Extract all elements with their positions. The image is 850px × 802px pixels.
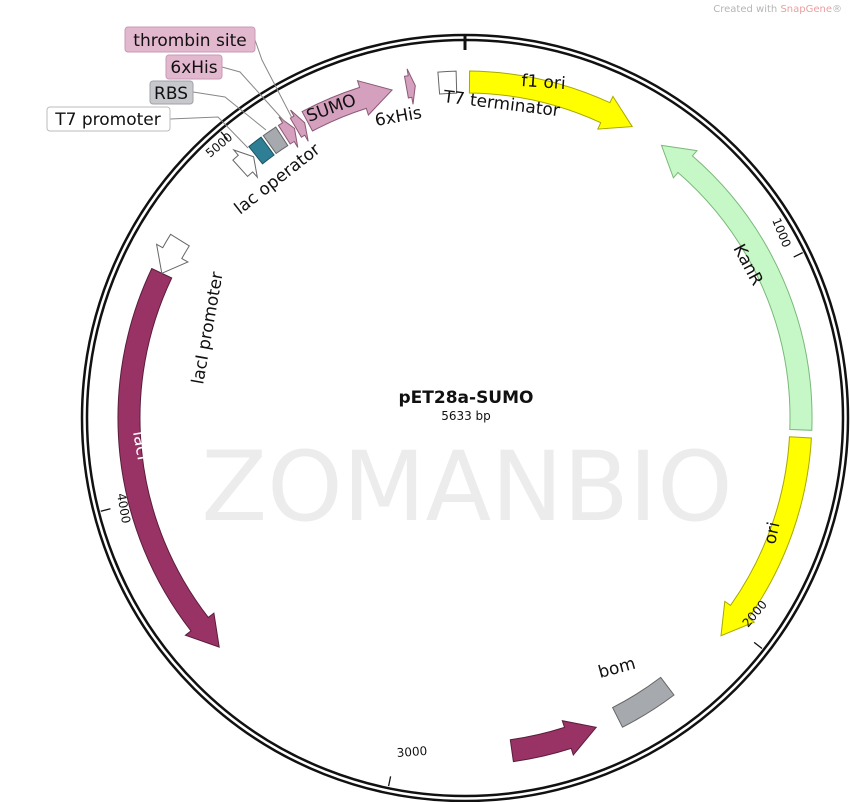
credit-brand: SnapGene <box>780 4 832 15</box>
backbone-outer <box>80 33 850 802</box>
feature-lac-operator-8[interactable] <box>248 136 275 165</box>
label-6xhis-2: 6xHis <box>373 103 423 131</box>
feature-rbs-9[interactable] <box>262 126 289 155</box>
feature-laci-5[interactable] <box>117 267 220 648</box>
snapgene-credit: Created with SnapGene® <box>713 4 842 15</box>
feature-6xhis-10[interactable] <box>277 116 299 148</box>
feature-rop-4[interactable] <box>509 720 598 763</box>
callout-6xhis-label: 6xHis <box>170 58 217 78</box>
watermark: ZOMANBIO <box>201 431 732 543</box>
callout-6xhis[interactable]: 6xHis <box>165 54 223 80</box>
feature-thrombin-site-11[interactable] <box>289 109 309 142</box>
tick-label-1000: 1000 <box>769 216 793 250</box>
tick-label-3000: 3000 <box>396 744 427 760</box>
tick-4000 <box>100 508 111 512</box>
label-bom: bom <box>596 654 638 683</box>
tick-1000 <box>793 252 803 258</box>
callouts <box>169 39 293 149</box>
features <box>117 68 813 763</box>
tick-label-4000: 4000 <box>114 492 133 525</box>
feature-f1-ori-0[interactable] <box>468 70 634 130</box>
callout-thrombin-site[interactable]: thrombin site <box>124 26 256 53</box>
callout-t7-promoter-label: T7 promoter <box>54 110 161 130</box>
tick-marks <box>100 131 803 787</box>
feature-sumo-12[interactable] <box>301 79 394 132</box>
credit-suffix: ® <box>832 4 842 15</box>
label-laci-promoter: lacI promoter <box>188 270 227 386</box>
feature-kanr-1[interactable] <box>660 144 813 431</box>
feature-bom-3[interactable] <box>611 676 675 728</box>
tick-2000 <box>753 641 763 650</box>
callout-t7-promoter[interactable]: T7 promoter <box>46 106 171 132</box>
callout-thrombin-site-label: thrombin site <box>133 31 246 51</box>
credit-prefix: Created with <box>713 4 781 15</box>
label-f1-ori: f1 ori <box>521 71 567 94</box>
feature-ori-2[interactable] <box>720 436 812 637</box>
plasmid-name: pET28a-SUMO <box>399 388 534 408</box>
tick-3000 <box>387 776 392 787</box>
callout-rbs[interactable]: RBS <box>149 80 194 105</box>
label-ori: ori <box>760 520 784 546</box>
callout-rbs-label: RBS <box>154 84 188 104</box>
feature-t7-terminator-14[interactable] <box>437 70 458 95</box>
tick-5000 <box>220 131 229 140</box>
feature-6xhis-13[interactable] <box>403 68 416 105</box>
plasmid-size: 5633 bp <box>441 409 491 423</box>
feature-laci-promoter-6[interactable] <box>155 233 190 275</box>
feature-t7-promoter-7[interactable] <box>232 148 259 179</box>
